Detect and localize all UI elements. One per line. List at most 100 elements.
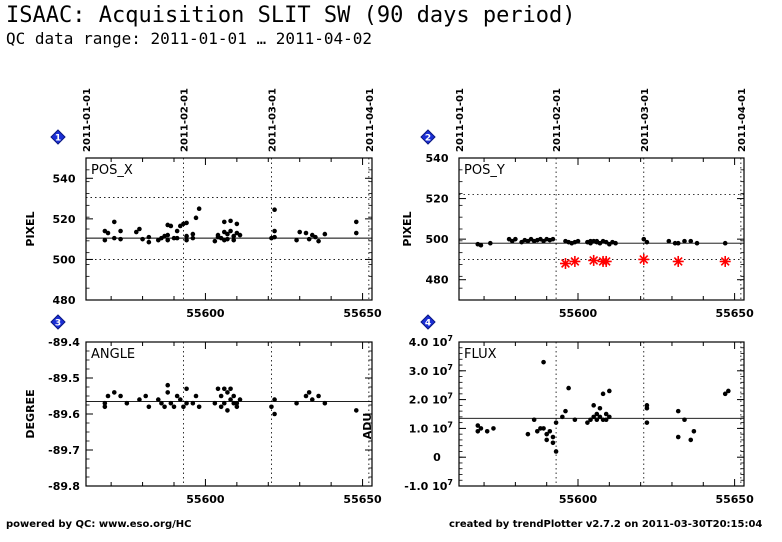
data-point: [174, 235, 180, 241]
plot-frame: [85, 157, 373, 301]
data-point: [591, 414, 596, 420]
data-point: [168, 400, 174, 406]
data-point: [550, 440, 556, 446]
panel-4: 4 55600 55650 -1.0 107 0 1.0 107 2.0 107 3.0 10…: [361, 314, 754, 506]
y-axis-label: PIXEL: [401, 211, 414, 246]
data-point: [297, 229, 303, 235]
data-point: [171, 404, 177, 410]
data-point: [694, 240, 700, 246]
data-point: [560, 414, 565, 420]
data-point: [491, 426, 496, 431]
data-point: [165, 382, 171, 388]
data-point: [272, 234, 277, 240]
data-point: [190, 400, 196, 406]
data-point: [316, 238, 321, 244]
data-point: [184, 237, 189, 243]
data-point: [133, 229, 139, 235]
data-point: [353, 230, 359, 236]
data-point: [155, 397, 161, 402]
y-tick-label: -1.0 107: [404, 478, 453, 493]
y-axis-label: DEGREE: [24, 389, 37, 438]
data-point: [613, 240, 618, 246]
date-tick-label: 2011-04-01: [365, 88, 376, 152]
data-point: [140, 236, 145, 242]
data-point: [607, 388, 612, 394]
data-point: [111, 219, 117, 225]
y-tick-label: -89.4: [48, 336, 80, 349]
data-point: [118, 236, 123, 242]
data-point: [118, 228, 123, 234]
data-point: [675, 434, 681, 440]
x-tick-label: 55650: [343, 493, 382, 506]
data-point: [594, 417, 600, 423]
data-point: [597, 414, 603, 420]
y-tick-label: 520: [426, 193, 449, 206]
data-point: [272, 207, 277, 213]
data-point: [475, 423, 481, 428]
panel-3: 3 55600 55650 -89.8 -89.7 -89.6 -89.5 -89.4 ANGL…: [24, 314, 382, 506]
panel-badge-number: 2: [425, 134, 431, 144]
data-point: [105, 393, 111, 399]
data-point: [184, 386, 189, 392]
data-point-star: [719, 255, 731, 267]
data-point: [184, 233, 189, 239]
panel-badge-icon: [50, 314, 66, 330]
y-tick-label: 520: [53, 213, 76, 226]
data-point: [585, 420, 590, 425]
data-point: [237, 397, 243, 402]
page-title: ISAAC: Acquisition SLIT SW (90 days peri…: [6, 3, 576, 28]
data-point: [644, 420, 650, 425]
data-point-star: [672, 255, 684, 267]
x-tick-label: 55600: [559, 493, 598, 506]
panel-badge-icon: [420, 314, 436, 330]
data-point: [234, 404, 240, 410]
data-point: [269, 404, 274, 410]
date-tick-label: 2011-04-01: [737, 88, 748, 152]
data-point: [221, 386, 227, 392]
data-point: [588, 417, 593, 423]
data-point: [666, 238, 672, 244]
data-point: [231, 237, 237, 243]
y-axis-label: ADU: [361, 413, 374, 440]
panel-badge-icon: [420, 129, 436, 145]
y-tick-label: 1.0 107: [409, 420, 453, 435]
y-tick-label: -89.6: [48, 408, 80, 421]
data-point: [221, 219, 227, 225]
data-point: [682, 417, 687, 423]
data-point: [228, 218, 233, 224]
data-point: [488, 240, 493, 246]
data-point: [231, 393, 237, 399]
data-point: [228, 386, 233, 392]
data-point-star: [569, 255, 581, 267]
data-point: [137, 226, 142, 232]
data-point: [171, 235, 177, 241]
plot-frame: [85, 341, 373, 487]
panel-title: FLUX: [464, 347, 497, 362]
data-point: [550, 236, 556, 242]
data-point: [146, 234, 152, 240]
data-point: [162, 404, 167, 410]
data-point: [165, 232, 171, 238]
data-point: [196, 404, 202, 410]
data-point: [597, 405, 603, 411]
data-point: [190, 235, 196, 241]
y-tick-label: 3.0 107: [409, 363, 453, 378]
y-tick-label: -89.5: [48, 372, 80, 385]
data-point: [722, 391, 728, 397]
data-point: [105, 230, 111, 236]
plot-frame: [458, 341, 745, 487]
data-point: [111, 235, 117, 241]
data-point: [682, 238, 687, 244]
data-point: [566, 385, 571, 391]
data-point: [688, 437, 694, 443]
data-point: [218, 404, 224, 410]
data-point: [124, 400, 130, 406]
footer-created-by: created by trendPlotter v2.7.2 on 2011-0…: [449, 519, 763, 530]
data-point: [218, 393, 224, 399]
date-tick-label: 2011-01-01: [455, 88, 466, 152]
data-point: [225, 390, 230, 395]
data-point: [572, 417, 578, 423]
data-point: [212, 238, 218, 244]
date-tick-label: 2011-01-01: [82, 88, 93, 152]
y-tick-label: -89.8: [48, 480, 80, 493]
